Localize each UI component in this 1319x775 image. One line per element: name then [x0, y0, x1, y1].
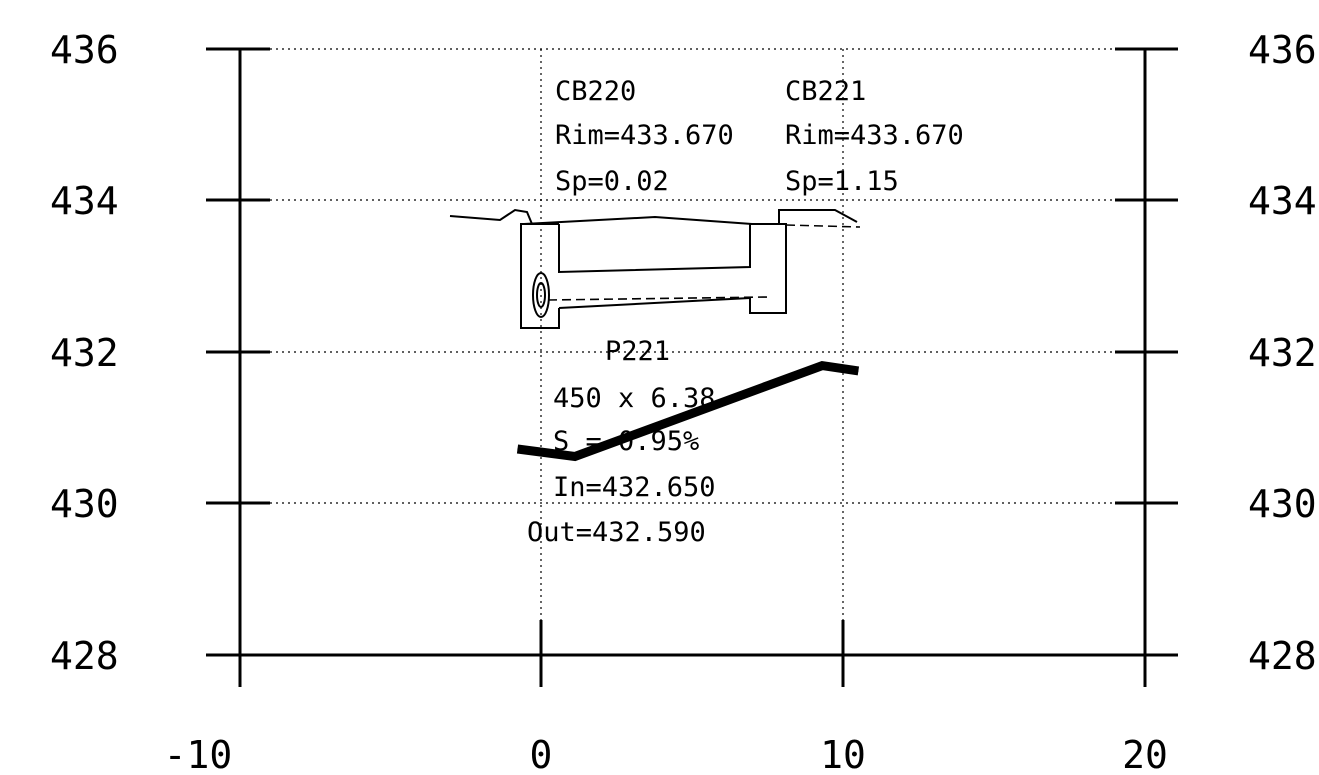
y-tick-labels-left: 436 434 432 430 428: [50, 28, 119, 678]
cb220-chamber: [520, 223, 560, 329]
cb220-name: CB220: [555, 76, 636, 107]
pipe-slope: S = 0.95%: [553, 426, 699, 457]
pipe-profile-texture-0: [517, 364, 859, 458]
axis-ticks: [206, 47, 1178, 687]
cb221-rim: Rim=433.670: [785, 120, 964, 151]
cb221-name: CB221: [785, 76, 866, 107]
road-surface: [523, 215, 786, 225]
ground-dashed-right: [785, 224, 861, 228]
x-tick-label-20: 20: [1122, 733, 1168, 775]
pipe-size: 450 x 6.38: [553, 383, 716, 414]
x-tick-labels: -10 0 10 20: [164, 733, 1168, 775]
y-tick-label-left-432: 432: [50, 331, 119, 375]
connecting-box: [558, 224, 751, 274]
y-tick-label-left-436: 436: [50, 28, 119, 72]
y-tick-labels-right: 436 434 432 430 428: [1248, 28, 1317, 678]
y-tick-label-right-432: 432: [1248, 331, 1317, 375]
cb220-rim: Rim=433.670: [555, 120, 734, 151]
y-tick-label-right-430: 430: [1248, 482, 1317, 526]
x-tick-label-0: 0: [530, 733, 553, 775]
cb220-sp: Sp=0.02: [555, 166, 669, 197]
ground-line-right: [778, 209, 858, 224]
x-tick-label-10: 10: [820, 733, 866, 775]
pipe-label: P221 450 x 6.38 S = 0.95% In=432.650 Out…: [527, 336, 716, 548]
y-tick-label-right-428: 428: [1248, 634, 1317, 678]
y-tick-label-left-428: 428: [50, 634, 119, 678]
pipe-invert-in: In=432.650: [553, 472, 716, 503]
grid-lines: [240, 48, 1145, 655]
y-tick-label-left-430: 430: [50, 482, 119, 526]
ground-line-left: [449, 208, 533, 225]
y-tick-label-right-436: 436: [1248, 28, 1317, 72]
cb220-label: CB220 Rim=433.670 Sp=0.02: [555, 76, 734, 197]
pipe-opening-outer: [532, 272, 550, 318]
cb221-label: CB221 Rim=433.670 Sp=1.15: [785, 76, 964, 197]
pipe-series: [516, 360, 860, 462]
pipe-invert-out: Out=432.590: [527, 517, 706, 548]
cb221-sp: Sp=1.15: [785, 166, 899, 197]
pipe-name: P221: [605, 336, 670, 367]
cb221-chamber: [749, 223, 787, 314]
x-tick-label--10: -10: [164, 733, 233, 775]
pipe-opening-inner: [536, 282, 546, 308]
y-tick-label-left-434: 434: [50, 179, 119, 223]
pipe-crown-line: [558, 297, 751, 309]
pipe-invert-dashed: [547, 296, 769, 301]
y-tick-label-right-434: 434: [1248, 179, 1317, 223]
structure-outlines: [449, 208, 861, 329]
